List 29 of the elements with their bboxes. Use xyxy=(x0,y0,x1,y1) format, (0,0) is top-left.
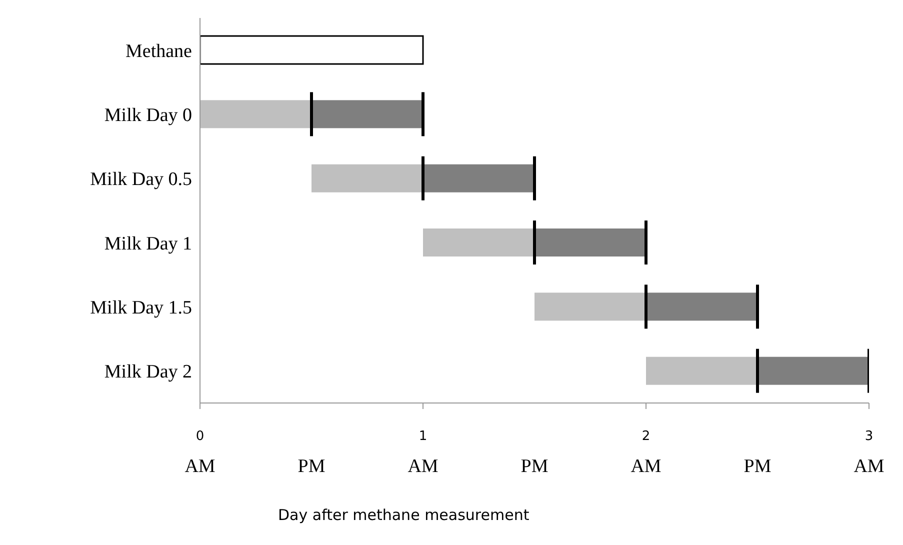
bar xyxy=(312,164,423,192)
x-tick-label: 3 xyxy=(864,429,874,444)
bar xyxy=(423,164,534,192)
y-tick-label: Milk Day 2 xyxy=(104,362,192,383)
x-tick-label: 1 xyxy=(418,429,428,444)
text: AM xyxy=(408,456,438,478)
bar xyxy=(758,356,869,385)
bar xyxy=(646,356,758,385)
y-tick-label: Milk Day 1 xyxy=(104,233,192,254)
bar xyxy=(423,228,534,256)
text: PM xyxy=(298,456,326,478)
text: PM xyxy=(744,456,772,478)
text: PM xyxy=(520,456,548,478)
x-tick-label: 2 xyxy=(642,429,650,444)
bar xyxy=(534,228,646,256)
text: AM xyxy=(184,456,216,478)
bar xyxy=(312,100,423,128)
text: AM xyxy=(854,456,884,478)
y-tick-label: Milk Day 0.5 xyxy=(90,169,192,190)
bar xyxy=(200,100,312,128)
y-tick-label: Methane xyxy=(126,40,192,62)
bar xyxy=(646,292,758,321)
y-tick-label: Milk Day 0 xyxy=(104,104,192,126)
y-tick-label: Milk Day 1.5 xyxy=(90,297,192,318)
x-tick-label: 0 xyxy=(196,429,204,444)
x-axis-title: Day after methane measurement xyxy=(278,506,530,524)
bar xyxy=(534,292,646,321)
bar xyxy=(200,35,424,65)
text: AM xyxy=(630,456,662,478)
